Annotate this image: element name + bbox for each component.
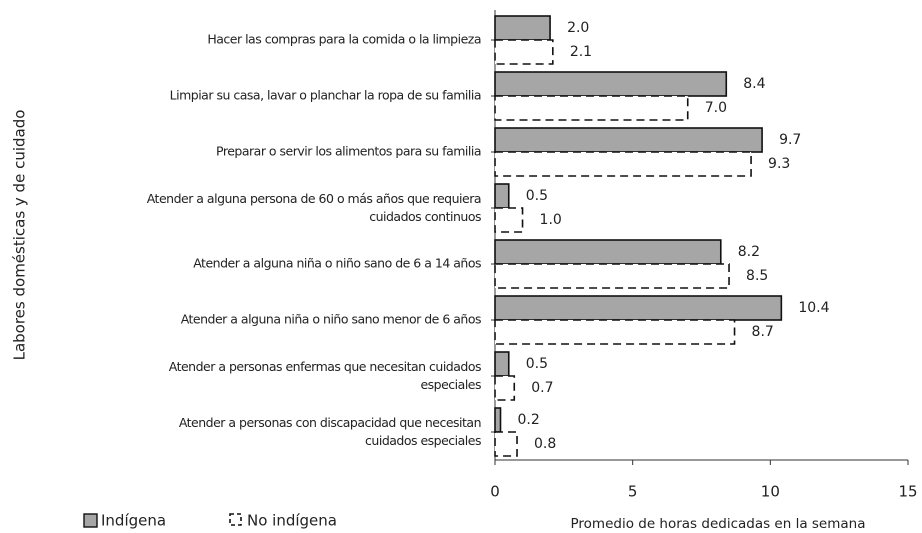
bar — [494, 95, 689, 121]
x-tick-label: 15 — [898, 483, 917, 501]
bar — [494, 207, 524, 233]
bar — [494, 295, 783, 321]
value-label: 9.7 — [779, 132, 801, 148]
y-tick-label: Atender a alguna persona de 60 o más año… — [147, 191, 481, 224]
bar — [494, 15, 551, 41]
value-label: 8.7 — [752, 324, 774, 340]
x-axis-title: Promedio de horas dedicadas en la semana — [571, 516, 866, 532]
y-tick-label: Atender a alguna niña o niño sano de 6 a… — [193, 256, 481, 271]
value-label: 0.5 — [526, 356, 548, 372]
y-tick-label: Hacer las compras para la comida o la li… — [207, 32, 481, 47]
legend-swatch — [229, 513, 242, 526]
x-tick-label: 5 — [628, 483, 638, 501]
bar — [494, 183, 510, 209]
value-label: 7.0 — [705, 100, 727, 116]
value-label: 2.1 — [570, 44, 592, 60]
y-axis-title: Labores domésticas y de cuidado — [11, 110, 29, 361]
value-label: 0.7 — [531, 380, 553, 396]
value-label: 0.2 — [518, 412, 540, 428]
value-label: 0.8 — [534, 436, 556, 452]
bar — [494, 351, 510, 377]
x-tick-label: 10 — [761, 483, 780, 501]
value-label: 8.4 — [743, 76, 765, 92]
bar — [494, 319, 736, 345]
bar — [494, 127, 763, 153]
value-label: 9.3 — [768, 156, 790, 172]
bar — [494, 39, 554, 65]
y-tick-label: Limpiar su casa, lavar o planchar la rop… — [170, 88, 481, 103]
y-tick-label: Preparar o servir los alimentos para su … — [216, 144, 481, 159]
value-label: 8.5 — [746, 268, 768, 284]
y-tick-label: Atender a alguna niña o niño sano menor … — [181, 312, 481, 327]
legend-label: Indígena — [101, 512, 166, 530]
bar — [494, 431, 518, 457]
value-label: 1.0 — [540, 212, 562, 228]
bar — [494, 71, 728, 97]
bar — [494, 375, 516, 401]
bar — [494, 151, 752, 177]
value-label: 10.4 — [798, 300, 829, 316]
bar — [494, 407, 502, 433]
legend-swatch — [83, 513, 98, 528]
bar — [494, 263, 730, 289]
legend-label: No indígena — [247, 512, 337, 530]
value-label: 0.5 — [526, 188, 548, 204]
bar — [494, 239, 722, 265]
y-tick-label: Atender a personas con discapacidad que … — [179, 415, 481, 448]
x-tick-label: 0 — [490, 483, 500, 501]
y-tick-label: Atender a personas enfermas que necesita… — [169, 359, 481, 392]
value-label: 8.2 — [738, 244, 760, 260]
value-label: 2.0 — [567, 20, 589, 36]
